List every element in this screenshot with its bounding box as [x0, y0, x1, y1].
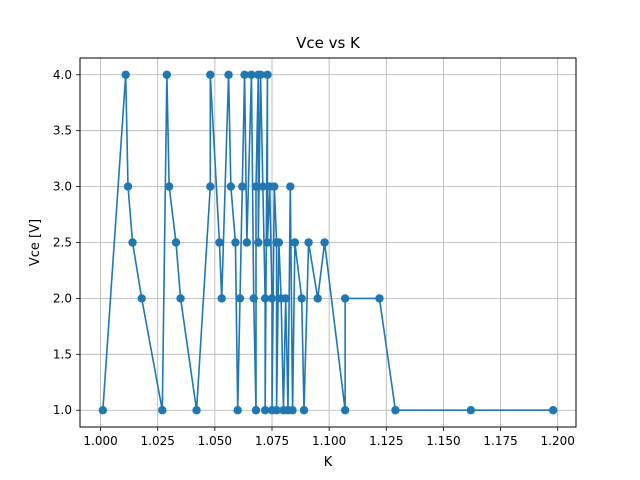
data-point [299, 406, 309, 415]
data-point [391, 406, 400, 415]
data-point [254, 238, 263, 247]
data-point [164, 182, 174, 191]
x-tick-label: 1.050 [198, 434, 232, 448]
data-point [290, 238, 300, 247]
data-point [137, 294, 146, 303]
data-point [171, 238, 181, 247]
y-tick-label: 2.5 [53, 236, 72, 250]
x-tick-label: 1.200 [541, 434, 575, 448]
data-point [123, 182, 133, 191]
data-point [251, 182, 261, 191]
series-line [102, 73, 554, 412]
data-point [304, 238, 313, 247]
data-point [249, 294, 258, 303]
data-point [263, 238, 272, 247]
data-point [242, 238, 252, 247]
data-point [375, 294, 384, 303]
data-point [297, 294, 306, 303]
y-tick-label: 3.5 [53, 124, 72, 138]
data-point [320, 238, 329, 247]
data-point [274, 238, 284, 247]
x-tick-label: 1.025 [141, 434, 175, 448]
data-point [258, 182, 268, 191]
y-tick-label: 1.5 [53, 347, 72, 361]
y-tick-label: 1.0 [53, 403, 72, 417]
data-point [247, 70, 256, 79]
data-point [217, 294, 226, 303]
x-axis-ticks: 1.000 1.025 1.050 1.075 1.100 1.125 1.150 1.175… [83, 427, 575, 448]
data-point [231, 238, 240, 247]
data-point [260, 406, 270, 415]
data-point [256, 70, 265, 79]
data-point [162, 70, 172, 79]
data-point [235, 294, 245, 303]
data-point [340, 406, 350, 415]
data-point [226, 182, 236, 191]
data-point [238, 182, 247, 191]
data-point [272, 406, 281, 415]
data-point [224, 70, 233, 79]
data-point [176, 294, 185, 303]
data-point [340, 294, 350, 303]
x-tick-label: 1.100 [312, 434, 346, 448]
y-tick-label: 2.0 [53, 291, 72, 305]
data-point [466, 406, 476, 415]
data-point [286, 182, 295, 191]
y-axis-ticks: 1.0 1.5 2.0 2.5 3.0 3.5 4.0 [53, 68, 80, 417]
x-tick-label: 1.075 [255, 434, 289, 448]
y-tick-label: 4.0 [53, 68, 72, 82]
y-axis-label: Vce [V] [28, 219, 43, 266]
data-point [192, 406, 201, 415]
x-tick-label: 1.150 [426, 434, 460, 448]
data-point [251, 406, 261, 415]
data-point [281, 294, 290, 303]
data-point [121, 70, 130, 79]
data-point [263, 70, 272, 79]
data-point [206, 182, 215, 191]
x-tick-label: 1.000 [83, 434, 117, 448]
x-axis-label: K [324, 455, 333, 470]
data-point [215, 238, 224, 247]
y-tick-label: 3.0 [53, 180, 72, 194]
series-layer [98, 70, 558, 415]
data-point [240, 70, 249, 79]
x-tick-label: 1.125 [369, 434, 403, 448]
data-point [128, 238, 137, 247]
data-point [98, 406, 108, 415]
data-point [233, 406, 242, 415]
data-point [288, 406, 297, 415]
data-point [270, 182, 279, 191]
data-point [548, 406, 558, 415]
data-point [313, 294, 322, 303]
data-point [260, 294, 270, 303]
chart-title: Vce vs K [296, 34, 361, 52]
data-point [158, 406, 167, 415]
x-tick-label: 1.175 [483, 434, 517, 448]
data-point [267, 294, 277, 303]
data-point [206, 70, 215, 79]
